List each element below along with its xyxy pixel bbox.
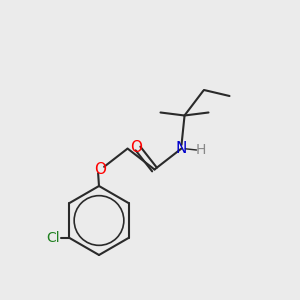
Text: Cl: Cl [46, 231, 60, 245]
Text: O: O [130, 140, 142, 154]
Text: H: H [195, 143, 206, 157]
Text: N: N [176, 141, 187, 156]
Text: O: O [94, 162, 106, 177]
